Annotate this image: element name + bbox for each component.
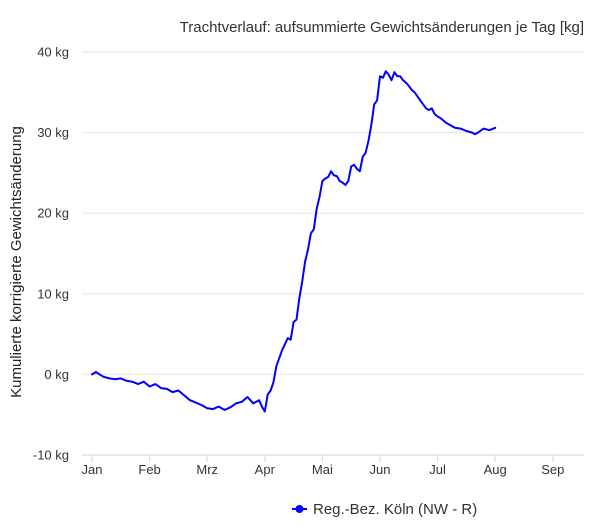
legend[interactable]: Reg.-Bez. Köln (NW - R) <box>292 501 477 518</box>
x-tick-label: Sep <box>541 462 564 477</box>
x-tick-label: Aug <box>484 462 507 477</box>
x-tick-label: Jun <box>370 462 391 477</box>
x-tick-label: Mrz <box>196 462 218 477</box>
y-tick-label: 0 kg <box>44 367 69 382</box>
x-tick-labels: Jan Feb Mrz Apr Mai Jun Jul Aug Sep <box>82 455 564 477</box>
y-tick-label: 10 kg <box>37 286 69 301</box>
x-tick-label: Jan <box>82 462 103 477</box>
x-tick-label: Mai <box>312 462 333 477</box>
x-tick-label: Apr <box>255 462 276 477</box>
chart-title: Trachtverlauf: aufsummierte Gewichtsände… <box>180 19 584 36</box>
legend-dot-marker <box>295 505 304 513</box>
grid-lines <box>82 51 584 456</box>
y-tick-label: 30 kg <box>37 125 69 140</box>
series-layer <box>91 70 497 413</box>
x-tick-label: Jul <box>429 462 446 477</box>
y-tick-label: 40 kg <box>37 45 69 60</box>
y-tick-label: -10 kg <box>33 448 69 463</box>
series-line[interactable] <box>91 70 497 413</box>
y-tick-label: 20 kg <box>37 206 69 221</box>
y-axis-label: Kumulierte korrigierte Gewichtsänderung <box>8 126 25 398</box>
legend-item-label: Reg.-Bez. Köln (NW - R) <box>313 501 477 518</box>
x-tick-label: Feb <box>138 462 160 477</box>
y-tick-labels: -10 kg 0 kg 10 kg 20 kg 30 kg 40 kg <box>33 45 69 463</box>
